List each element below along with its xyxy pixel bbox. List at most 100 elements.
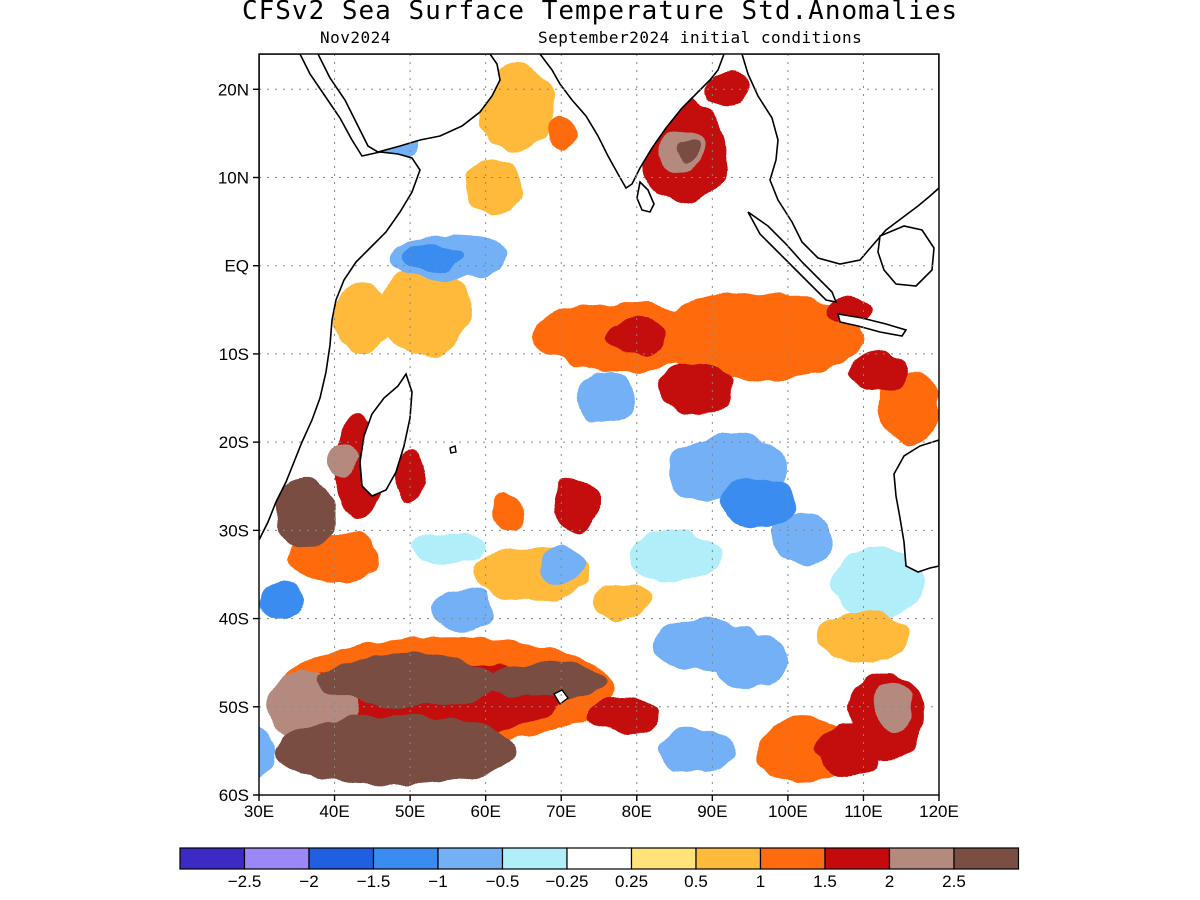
lon-tick-label: 80E [622,802,652,821]
colorbar-swatch [179,847,246,870]
lat-tick-label: 40S [219,610,249,629]
colorbar-swatch [566,847,633,870]
anomaly-region [878,371,939,443]
plot-frame [258,53,940,796]
lon-tick-label: 120E [919,802,959,821]
colorbar-label: 1.5 [813,872,837,891]
anomaly-region [259,724,275,778]
lat-tick-label: 10N [218,169,249,188]
chart-title: CFSv2 Sea Surface Temperature Std.Anomal… [241,0,959,26]
anomaly-region [629,530,720,584]
lon-tick-label: 30E [244,802,274,821]
anomaly-region [319,653,501,707]
anomaly-region [712,636,788,690]
anomaly-region [493,495,524,531]
africa-coastline [259,54,421,541]
sumatra-coastline [747,211,838,304]
lon-tick-label: 110E [844,802,882,821]
anomaly-region [259,583,305,619]
anomaly-region [704,71,751,107]
lat-tick-label: 10S [219,345,249,364]
latitude-axis: 20N 10N EQ 10S 20S 30S 40S 50S 60S [218,80,259,805]
australia-coastline [893,439,939,573]
colorbar-label: −2.5 [228,872,262,891]
lat-tick-label: 20S [219,433,249,452]
arabia-coastline [317,54,501,153]
colorbar-swatch [501,847,568,870]
target-month-label: Nov2024 [320,28,391,47]
colorbar-label: 2.5 [942,872,966,891]
land-layer [259,54,939,706]
anomaly-region [485,662,607,698]
anomaly-region [825,296,871,324]
anomaly-region [463,159,524,213]
lat-tick-label: EQ [224,257,249,276]
lon-tick-label: 60E [471,802,501,821]
colorbar-label: −1 [428,872,447,891]
anomaly-region [538,548,584,584]
anomaly-region [379,265,471,354]
colorbar-label: −1.5 [357,872,391,891]
anomaly-region [432,587,494,632]
colorbar-label: −2 [299,872,318,891]
madagascar-coastline [359,372,413,497]
lon-tick-label: 90E [697,802,727,821]
colorbar-swatch [695,847,762,870]
colorbar-swatch [824,847,891,870]
lon-tick-label: 100E [768,802,808,821]
colorbar-swatch [243,847,310,870]
anomaly-region [395,450,426,504]
anomaly-region [410,530,486,566]
colorbar-swatch [953,847,1020,870]
longitude-axis: 30E 40E 50E 60E 70E 80E 90E 100E 110E 120E [244,795,959,821]
anomaly-region [719,477,796,531]
lat-tick-label: 60S [219,786,249,805]
colorbar-swatch [308,847,375,870]
anomaly-region [553,477,599,531]
colorbar-swatch [888,847,955,870]
java-coastline [836,313,908,337]
kerguelen-island [553,689,569,706]
southeast-asia-coastline [741,54,939,265]
anomaly-region [576,371,637,425]
colorbar-label: 1 [756,872,765,891]
anomaly-region [334,283,395,354]
colorbar-swatch [759,847,826,870]
anomaly-region [583,697,660,734]
anomaly-region [757,715,849,787]
anomaly-region [659,728,735,773]
anomaly-region [772,512,834,566]
anomaly-region [659,362,735,416]
anomaly-region [833,548,924,619]
lat-tick-label: 50S [219,698,249,717]
anomaly-region [679,140,700,162]
lat-tick-label: 30S [219,521,249,540]
anomaly-region [848,353,909,390]
colorbar-swatch [437,847,504,870]
anomaly-region [818,724,879,778]
init-conditions-label: September2024 initial conditions [538,28,863,47]
anomaly-region [818,609,909,663]
colorbar-label: −0.25 [545,872,588,891]
colorbar-label: 2 [885,872,894,891]
lon-tick-label: 40E [319,802,349,821]
colorbar: −2.5 −2 −1.5 −1 −0.5 −0.25 0.25 0.5 1 1.5 2 2.5 [179,847,1020,891]
colorbar-label: −0.5 [486,872,520,891]
anomaly-region [274,715,516,787]
anomaly-region [606,318,667,354]
lon-tick-label: 70E [546,802,576,821]
anomaly-region [402,243,463,271]
lat-tick-label: 20N [218,80,249,99]
anomaly-region [892,693,911,721]
colorbar-swatch [630,847,697,870]
borneo-coastline [877,225,935,287]
anomaly-region [274,477,335,548]
colorbar-label: 0.25 [615,872,648,891]
anomaly-region [546,115,577,152]
anomaly-region [327,442,358,478]
lon-tick-label: 50E [395,802,425,821]
anomaly-region [651,292,864,381]
colorbar-swatch [372,847,439,870]
graticule [259,54,939,795]
colorbar-label: 0.5 [684,872,708,891]
